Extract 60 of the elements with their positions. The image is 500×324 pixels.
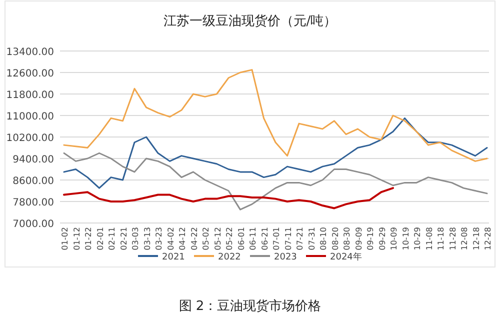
x-tick-label: 11-18 [436,227,446,250]
legend-item: 2024年 [306,252,362,262]
x-tick-label: 10-09 [390,227,398,250]
x-tick-label: 03-13 [142,227,152,250]
x-tick-label: 03-23 [154,227,164,250]
line-series [63,152,488,210]
x-tick-label: 01-02 [60,227,70,250]
line-series [63,117,488,189]
x-tick-label: 01-22 [84,227,93,250]
x-tick-label: 09-29 [378,227,387,250]
y-tick-label: 13400.00 [6,47,54,58]
x-tick-label: 08-30 [342,227,352,250]
legend-label: 2024年 [330,252,362,262]
y-tick-label: 11000.00 [6,112,54,122]
x-tick-label: 06-21 [260,227,270,250]
y-tick-label: 8600.00 [12,176,54,187]
line-series [63,69,488,162]
y-tick-label: 11800.00 [6,90,54,101]
legend-label: 2021 [162,252,185,262]
legend-label: 2023 [274,252,297,262]
legend-item: 2022 [194,252,241,262]
x-tick-label: 04-02 [166,227,176,250]
x-tick-label: 06-01 [236,227,246,250]
x-tick-label: 04-22 [190,227,199,250]
x-tick-label: 05-02 [202,227,210,250]
x-tick-label: 10-19 [401,227,410,250]
x-tick-label: 11-28 [448,227,458,250]
legend-item: 2023 [250,252,297,262]
x-tick-label: 10-29 [413,227,422,250]
x-tick-label: 08-20 [330,227,340,250]
x-tick-label: 08-10 [319,227,328,250]
y-tick-label: 12600.00 [6,68,54,80]
x-tick-label: 04-12 [178,227,187,250]
x-tick-label: 02-01 [96,227,105,250]
x-tick-label: 05-22 [225,227,234,250]
x-tick-label: 05-12 [213,227,222,250]
x-tick-label: 01-12 [72,227,82,250]
x-tick-label: 09-19 [366,227,375,250]
y-tick-label: 10200.00 [6,133,54,144]
x-tick-label: 07-01 [272,227,281,250]
legend-item: 2021 [138,252,185,262]
x-tick-label: 03-03 [131,227,140,250]
x-tick-label: 07-21 [296,227,304,250]
y-tick-label: 7800.00 [12,198,54,208]
y-tick-label: 9400.00 [12,154,54,166]
chart-title: 江苏一级豆油现货价（元/吨） [163,14,337,29]
x-tick-label: 12-28 [484,227,492,250]
x-tick-label: 11-08 [424,227,434,250]
caption: 图 2：豆油现货市场价格 [178,299,322,314]
legend-label: 2022 [218,252,241,262]
x-tick-label: 12-18 [472,227,481,250]
line-series [63,187,394,210]
x-tick-label: 02-11 [108,227,116,250]
x-tick-label: 02-21 [119,227,128,250]
x-tick-label: 12-08 [460,227,469,250]
x-tick-label: 07-31 [307,227,316,250]
x-tick-label: 07-11 [284,227,293,250]
x-tick-label: 06-11 [248,227,258,250]
x-tick-label: 09-09 [354,227,364,250]
y-tick-label: 7000.00 [12,219,54,230]
